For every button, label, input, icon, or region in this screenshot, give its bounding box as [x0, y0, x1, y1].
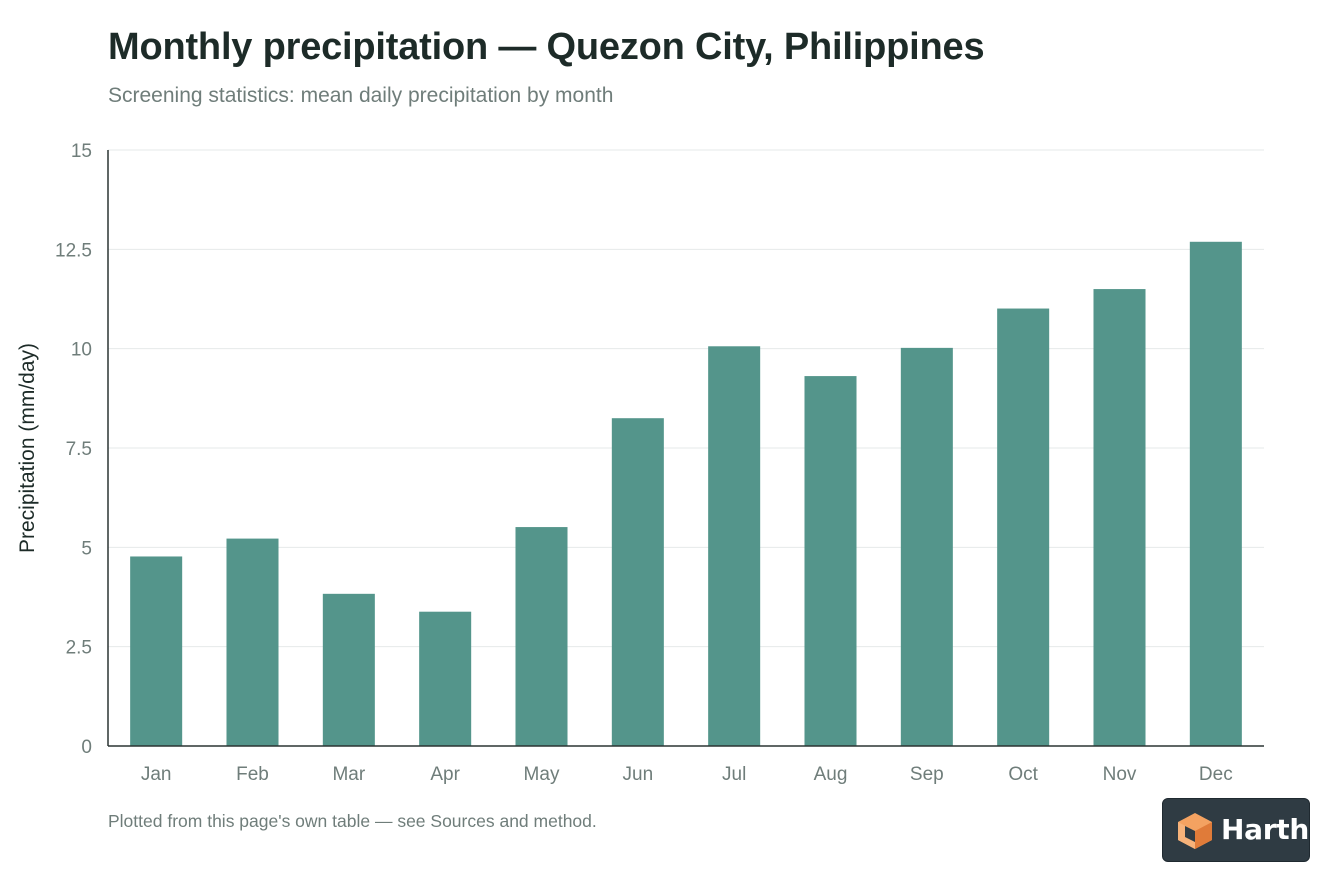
chart-subtitle: Screening statistics: mean daily precipi… [108, 84, 614, 107]
x-tick-labels: Jan Feb Mar Apr May Jun Jul Aug Sep Oct Nov Dec [141, 764, 1233, 785]
cube-logo-icon [1178, 813, 1212, 849]
x-tick-label: Oct [1008, 764, 1038, 785]
y-tick-label: 7.5 [66, 439, 92, 460]
bars [130, 241, 1242, 746]
bar-aug [804, 376, 857, 746]
y-tick-label: 10 [71, 340, 92, 361]
x-tick-label: Mar [332, 764, 365, 785]
x-tick-label: Aug [814, 764, 848, 785]
bar-apr [419, 611, 472, 746]
x-tick-label: Apr [430, 764, 460, 785]
y-tick-label: 12.5 [55, 240, 92, 261]
x-tick-label: Sep [910, 764, 944, 785]
bar-jan [130, 556, 183, 746]
y-tick-label: 15 [71, 141, 92, 162]
footer-note: Plotted from this page's own table — see… [108, 811, 597, 831]
bar-sep [900, 347, 953, 746]
y-tick-label: 0 [81, 737, 92, 758]
y-axis-title: Precipitation (mm/day) [16, 343, 39, 553]
bar-jul [708, 346, 761, 746]
bar-dec [1189, 241, 1242, 746]
x-tick-label: Nov [1103, 764, 1137, 785]
x-tick-label: Jul [722, 764, 746, 785]
grid-lines [108, 149, 1264, 648]
bar-chart: 0 2.5 5 7.5 10 12.5 15 Jan Feb Mar Apr May Jun Jul Au… [16, 141, 1264, 785]
y-tick-label: 5 [81, 538, 92, 559]
y-tick-labels: 0 2.5 5 7.5 10 12.5 15 [55, 141, 92, 758]
x-tick-label: Dec [1199, 764, 1233, 785]
bar-jun [611, 418, 664, 746]
brand-name: Harth [1221, 813, 1309, 846]
x-tick-label: Jan [141, 764, 172, 785]
bar-may [515, 527, 568, 746]
brand-badge[interactable]: Harth [1162, 798, 1310, 862]
bar-oct [997, 308, 1050, 746]
bar-feb [226, 538, 279, 746]
axes [107, 150, 1264, 747]
bar-nov [1093, 289, 1146, 746]
x-tick-label: Jun [623, 764, 654, 785]
x-tick-label: Feb [236, 764, 269, 785]
bar-mar [322, 593, 375, 746]
chart-title: Monthly precipitation — Quezon City, Phi… [108, 26, 985, 68]
y-tick-label: 2.5 [66, 638, 92, 659]
x-tick-label: May [524, 764, 560, 785]
